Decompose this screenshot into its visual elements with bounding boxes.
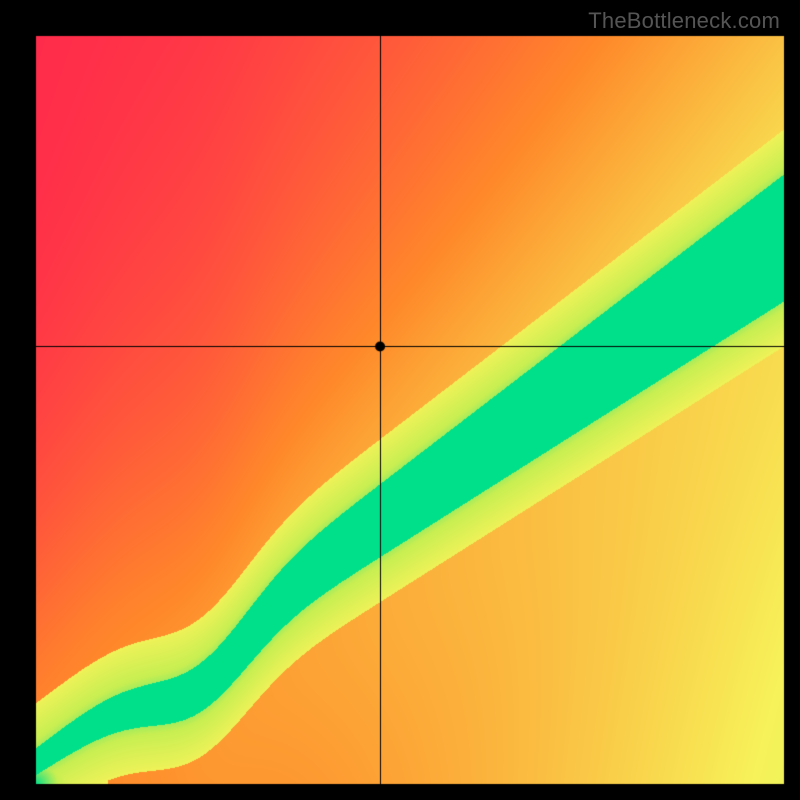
bottleneck-heatmap <box>0 0 800 800</box>
chart-container: TheBottleneck.com <box>0 0 800 800</box>
watermark-label: TheBottleneck.com <box>588 8 780 34</box>
